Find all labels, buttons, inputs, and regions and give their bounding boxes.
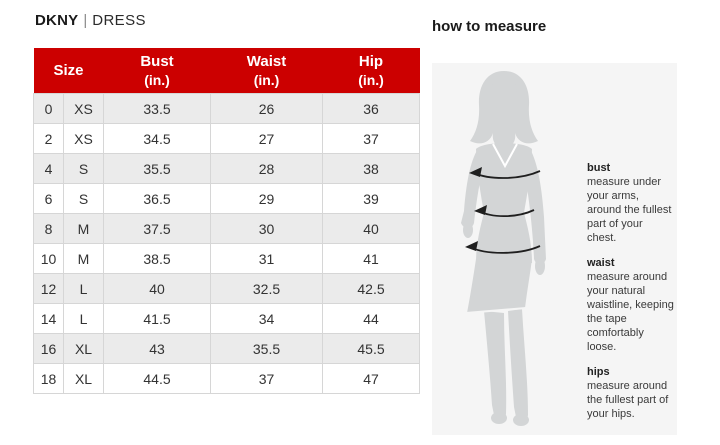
cell-waist: 26 [210, 93, 324, 124]
table-row: 6 S 36.5 29 39 [33, 183, 421, 214]
cell-hip: 44 [322, 303, 421, 334]
cell-bust: 41.5 [103, 303, 212, 334]
table-row: 0 XS 33.5 26 36 [33, 93, 421, 124]
cell-size-letter: L [62, 303, 105, 334]
table-row: 2 XS 34.5 27 37 [33, 123, 421, 154]
size-chart-header-row: Size Bust (in.) Waist (in.) Hip (in.) [33, 48, 420, 94]
cell-size-number: 10 [33, 243, 64, 274]
cell-size-number: 12 [33, 273, 64, 304]
table-row: 16 XL 43 35.5 45.5 [33, 333, 421, 364]
cell-size-letter: XL [62, 363, 105, 394]
cell-waist: 30 [210, 213, 324, 244]
cell-size-number: 4 [33, 153, 64, 184]
measure-section-bust: bust measure under your arms, around the… [587, 161, 675, 245]
cell-size-number: 0 [33, 93, 64, 124]
column-header-size: Size [33, 48, 104, 94]
cell-size-number: 8 [33, 213, 64, 244]
product-name: DRESS [92, 12, 146, 29]
page-title: DKNY | DRESS [35, 12, 146, 29]
table-row: 8 M 37.5 30 40 [33, 213, 421, 244]
hips-label: hips [587, 366, 610, 378]
bust-label: bust [587, 162, 611, 174]
brand-name: DKNY [35, 12, 79, 29]
cell-bust: 37.5 [103, 213, 212, 244]
cell-bust: 38.5 [103, 243, 212, 274]
cell-size-number: 14 [33, 303, 64, 334]
cell-bust: 40 [103, 273, 212, 304]
table-row: 14 L 41.5 34 44 [33, 303, 421, 334]
cell-size-number: 6 [33, 183, 64, 214]
cell-size-number: 16 [33, 333, 64, 364]
cell-size-letter: M [62, 213, 105, 244]
column-header-bust: Bust (in.) [103, 48, 211, 94]
cell-size-letter: XL [62, 333, 105, 364]
measure-section-hips: hips measure around the fullest part of … [587, 365, 675, 421]
how-to-measure-panel: bust measure under your arms, around the… [432, 63, 677, 435]
cell-waist: 32.5 [210, 273, 324, 304]
cell-size-letter: M [62, 243, 105, 274]
cell-hip: 38 [322, 153, 421, 184]
table-row: 18 XL 44.5 37 47 [33, 363, 421, 394]
cell-waist: 37 [210, 363, 324, 394]
cell-size-letter: S [62, 183, 105, 214]
table-row: 4 S 35.5 28 38 [33, 153, 421, 184]
measure-section-waist: waist measure around your natural waistl… [587, 256, 675, 354]
cell-waist: 27 [210, 123, 324, 154]
cell-bust: 34.5 [103, 123, 212, 154]
title-separator: | [83, 12, 88, 29]
cell-size-number: 18 [33, 363, 64, 394]
waist-label: waist [587, 257, 615, 269]
cell-size-letter: S [62, 153, 105, 184]
column-header-waist: Waist (in.) [210, 48, 323, 94]
cell-waist: 35.5 [210, 333, 324, 364]
size-chart-table: Size Bust (in.) Waist (in.) Hip (in.) 0 XS … [33, 48, 421, 394]
cell-bust: 36.5 [103, 183, 212, 214]
cell-hip: 39 [322, 183, 421, 214]
cell-bust: 35.5 [103, 153, 212, 184]
cell-size-number: 2 [33, 123, 64, 154]
cell-waist: 31 [210, 243, 324, 274]
cell-hip: 36 [322, 93, 421, 124]
measure-notes: bust measure under your arms, around the… [587, 161, 675, 432]
hips-instructions: measure around the fullest part of your … [587, 380, 669, 420]
column-header-hip: Hip (in.) [322, 48, 420, 94]
bust-instructions: measure under your arms, around the full… [587, 176, 672, 244]
cell-size-letter: XS [62, 93, 105, 124]
cell-waist: 28 [210, 153, 324, 184]
cell-waist: 29 [210, 183, 324, 214]
cell-hip: 40 [322, 213, 421, 244]
cell-size-letter: L [62, 273, 105, 304]
cell-hip: 41 [322, 243, 421, 274]
table-row: 12 L 40 32.5 42.5 [33, 273, 421, 304]
cell-hip: 37 [322, 123, 421, 154]
cell-bust: 43 [103, 333, 212, 364]
cell-waist: 34 [210, 303, 324, 334]
cell-hip: 47 [322, 363, 421, 394]
how-to-measure-heading: how to measure [432, 18, 547, 35]
female-silhouette-measurement-icon [461, 71, 546, 426]
cell-hip: 45.5 [322, 333, 421, 364]
cell-bust: 33.5 [103, 93, 212, 124]
waist-instructions: measure around your natural waistline, k… [587, 271, 674, 353]
table-row: 10 M 38.5 31 41 [33, 243, 421, 274]
cell-size-letter: XS [62, 123, 105, 154]
cell-hip: 42.5 [322, 273, 421, 304]
cell-bust: 44.5 [103, 363, 212, 394]
